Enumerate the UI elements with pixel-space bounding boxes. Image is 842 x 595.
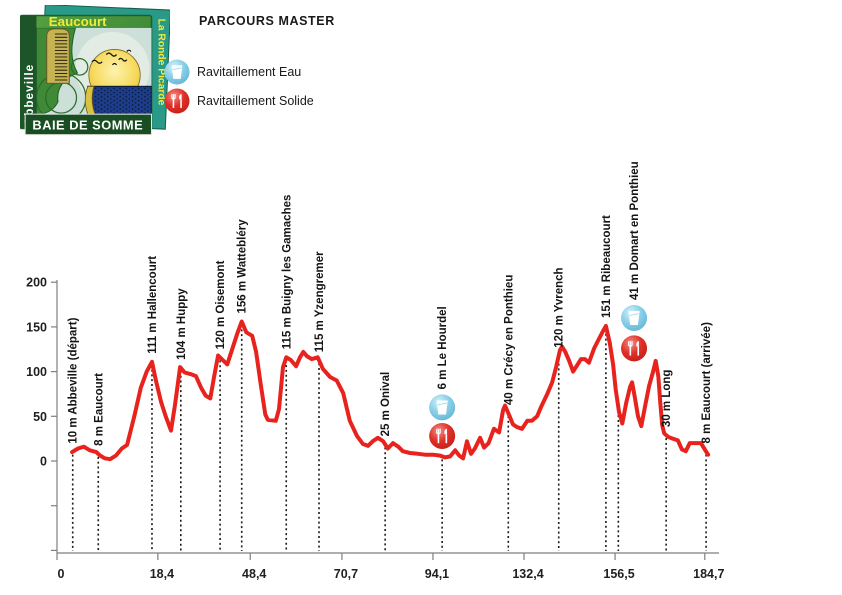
waypoint-label: 25 m Onival [380,372,392,437]
logo-scene [36,27,152,115]
waypoint-label: 120 m Yvrench [554,267,566,347]
x-axis-label: 132,4 [512,567,543,581]
waypoint-label: 120 m Oisemont [215,260,227,349]
logo-bottom-label: BAIE DE SOMME [32,118,143,133]
y-axis-label: 200 [26,276,47,290]
logo-cliff-hatching [54,33,68,81]
logo-top-label: Eaucourt [49,14,107,29]
waypoint-label: 10 m Abbeville (départ) [68,317,80,443]
x-axis-label: 184,7 [693,567,724,581]
water-cup-icon [621,304,648,331]
waypoint-label: 40 m Crécy en Ponthieu [503,275,515,405]
x-axis-label: 48,4 [242,567,266,581]
waypoint-label: 8 m Eaucourt (arrivée) [701,322,713,444]
logo-contour [70,58,89,76]
x-axis-label: 156,5 [603,567,634,581]
fork-knife-icon [621,335,648,362]
y-axis-label: 50 [33,410,47,424]
logo-bottom-band [24,113,153,136]
waypoint-label: 6 m Le Hourdel [437,306,449,389]
legend-label-solide: Ravitaillement Solide [197,94,314,108]
waypoint-label: 115 m Buigny les Gamaches [281,195,293,350]
x-axis-label: 18,4 [150,567,174,581]
elevation-profile-line [70,319,711,462]
event-logo: La Ronde Picarde Abbeville Eaucourt BAIE… [20,5,170,136]
x-axis-label: 0 [58,567,65,581]
waypoint-label: 115 m Yzengremer [314,251,326,352]
logo-right-label: La Ronde Picarde [156,19,167,106]
logo-sea [87,85,152,115]
waypoint-label: 30 m Long [661,370,673,428]
water-cup-icon [429,394,456,421]
waypoint-label: 156 m Wattebléry [237,219,249,314]
x-axis-label: 70,7 [334,567,358,581]
waypoint-label: 8 m Eaucourt [93,373,105,446]
y-axis-label: 150 [26,320,47,334]
y-axis-label: 0 [40,455,47,469]
y-axis-label: 100 [26,365,47,379]
fork-knife-icon [164,88,190,114]
fork-knife-icon [429,422,456,449]
legend-label-eau: Ravitaillement Eau [197,65,302,79]
logo-left-label: Abbeville [22,64,36,126]
waypoint-label: 104 m Huppy [176,288,188,360]
waypoint-label: 41 m Domart en Ponthieu [629,161,641,300]
page-title: PARCOURS MASTER [199,14,335,28]
waypoint-label: 111 m Hallencourt [147,256,159,354]
x-axis-label: 94,1 [425,567,449,581]
water-cup-icon [164,59,190,85]
logo-shore [84,86,96,115]
birds-icon [91,49,132,66]
waypoint-label: 151 m Ribeaucourt [601,215,613,318]
logo-left-band [20,15,37,129]
